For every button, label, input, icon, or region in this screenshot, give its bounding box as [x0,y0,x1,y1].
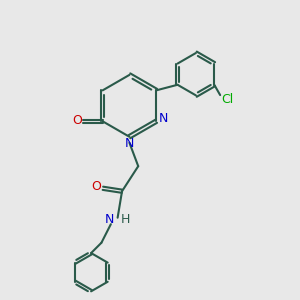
Text: N: N [124,137,134,150]
Text: Cl: Cl [221,93,234,106]
Text: N: N [159,112,168,125]
Text: O: O [72,114,82,127]
Text: H: H [120,213,130,226]
Text: N: N [105,213,114,226]
Text: O: O [92,180,101,193]
